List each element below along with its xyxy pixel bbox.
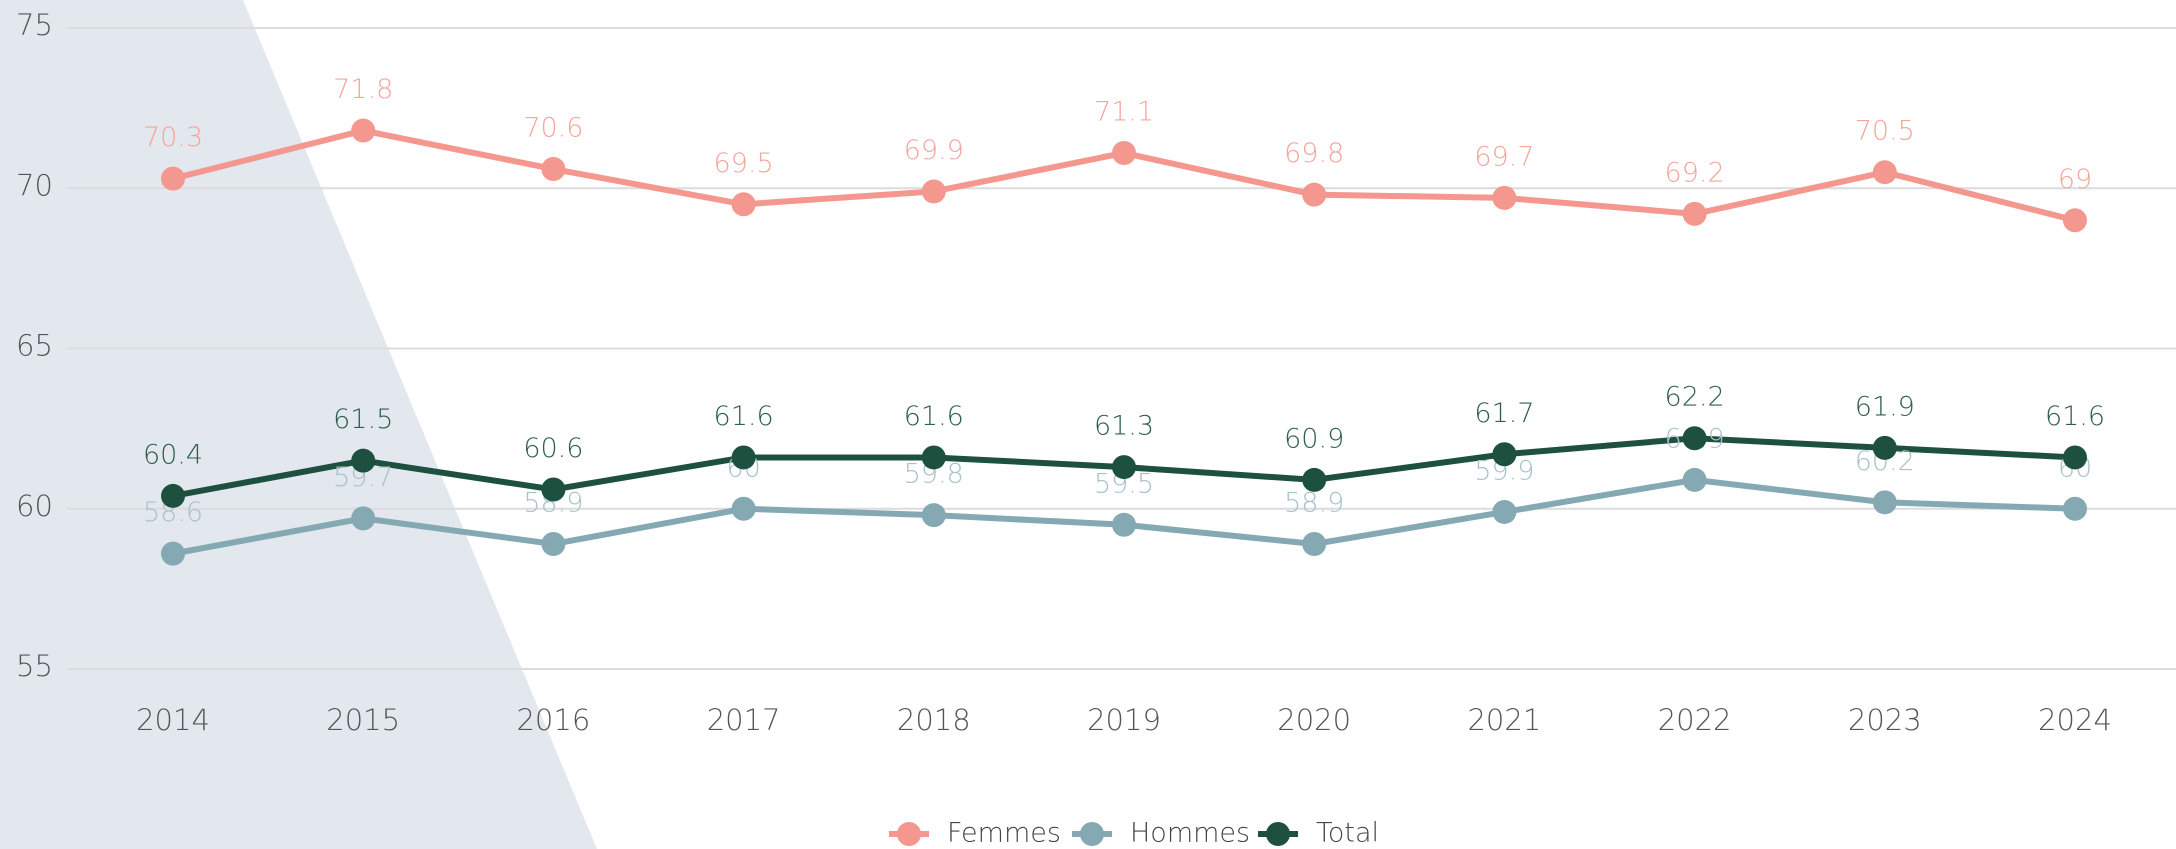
background-shape: [0, 0, 597, 849]
point: [1112, 140, 1136, 165]
point: [351, 506, 376, 531]
point: [541, 157, 566, 182]
point: [731, 496, 756, 521]
point: [1302, 532, 1327, 557]
y-tick-label: 55: [16, 649, 53, 683]
value-label: 61.6: [714, 401, 774, 432]
legend-label: Hommes: [1130, 818, 1250, 849]
legend-label: Femmes: [947, 818, 1061, 849]
y-tick-label: 70: [16, 168, 53, 202]
value-label: 61.5: [333, 404, 393, 435]
value-label: 69.7: [1474, 141, 1534, 172]
x-tick-label: 2022: [1658, 703, 1732, 737]
point: [1112, 455, 1136, 480]
value-label: 69.8: [1284, 138, 1344, 169]
value-label: 61.6: [2045, 401, 2105, 432]
x-tick-label: 2019: [1087, 703, 1161, 737]
point: [731, 445, 756, 470]
value-label: 60.4: [143, 439, 203, 470]
x-tick-label: 2016: [516, 703, 590, 737]
point: [731, 192, 756, 217]
value-label: 61.3: [1094, 411, 1154, 442]
value-label: 60.9: [1284, 423, 1344, 454]
value-label: 69.5: [714, 148, 774, 179]
point: [1492, 499, 1517, 524]
x-tick-label: 2020: [1277, 703, 1351, 737]
point: [2063, 496, 2087, 521]
point: [2063, 445, 2087, 470]
point: [161, 166, 185, 191]
point: [351, 448, 376, 473]
point: [921, 503, 946, 528]
point: [1682, 426, 1707, 451]
value-label: 71.1: [1094, 96, 1154, 127]
value-label: 70.5: [1855, 116, 1915, 147]
point: [1302, 467, 1327, 492]
legend-label: Total: [1316, 818, 1379, 849]
point: [351, 118, 376, 143]
point: [541, 532, 566, 557]
value-label: 61.7: [1474, 398, 1534, 429]
value-label: 69: [2058, 164, 2092, 195]
value-label: 60.6: [523, 433, 583, 464]
value-label: 70.6: [523, 113, 583, 144]
point: [1682, 201, 1707, 226]
value-label: 70.3: [143, 122, 203, 153]
x-tick-label: 2014: [136, 703, 210, 737]
point: [1302, 182, 1327, 207]
point: [1112, 512, 1136, 537]
value-label: 69.9: [904, 135, 964, 166]
value-label: 61.9: [1855, 391, 1915, 422]
value-label: 58.9: [1284, 488, 1344, 519]
point: [161, 541, 185, 566]
y-tick-label: 65: [16, 329, 53, 363]
value-label: 62.2: [1665, 382, 1725, 413]
value-label: 61.6: [904, 401, 964, 432]
x-tick-label: 2018: [897, 703, 971, 737]
point: [921, 179, 946, 204]
point: [1492, 185, 1517, 210]
y-tick-label: 60: [16, 489, 53, 523]
point: [161, 483, 185, 508]
x-tick-label: 2024: [2038, 703, 2112, 737]
point: [921, 445, 946, 470]
value-label: 69.2: [1665, 157, 1725, 188]
legend-marker: [1080, 822, 1104, 846]
x-tick-label: 2023: [1848, 703, 1922, 737]
x-tick-label: 2015: [326, 703, 400, 737]
x-tick-label: 2021: [1467, 703, 1541, 737]
point: [1872, 490, 1897, 515]
legend-marker: [897, 822, 921, 846]
point: [541, 477, 566, 502]
value-label: 71.8: [333, 74, 393, 105]
point: [1872, 435, 1897, 460]
x-tick-label: 2017: [707, 703, 781, 737]
point: [2063, 208, 2087, 233]
point: [1682, 467, 1707, 492]
point: [1872, 160, 1897, 185]
y-tick-label: 75: [16, 8, 53, 42]
point: [1492, 442, 1517, 467]
legend-marker: [1266, 822, 1290, 846]
